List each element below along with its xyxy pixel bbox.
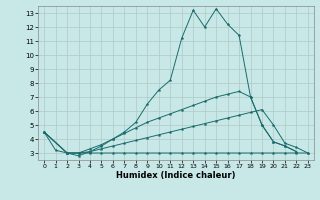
X-axis label: Humidex (Indice chaleur): Humidex (Indice chaleur) (116, 171, 236, 180)
